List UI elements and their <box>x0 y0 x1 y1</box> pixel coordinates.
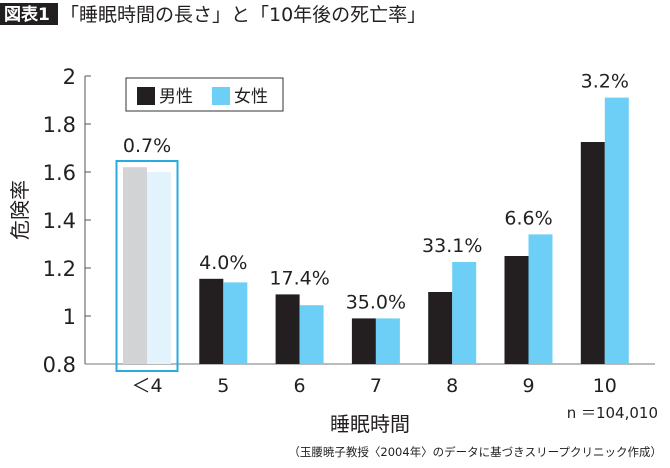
bar-female <box>528 234 553 364</box>
data-label: 17.4% <box>269 267 329 289</box>
x-tick-label: ＜4 <box>131 375 162 397</box>
y-tick-label: 1.8 <box>43 113 76 137</box>
data-label: 33.1% <box>422 235 482 257</box>
bar-male <box>351 318 376 364</box>
bar-female <box>223 282 248 364</box>
data-label: 4.0% <box>199 252 247 274</box>
chart-title: 「睡眠時間の長さ」と「10年後の死亡率」 <box>60 4 426 26</box>
bar-female <box>375 318 400 364</box>
y-tick-label: 1.4 <box>43 209 76 233</box>
x-tick-label: 7 <box>370 375 382 397</box>
legend-label-female: 女性 <box>234 87 268 107</box>
data-label: 6.6% <box>504 207 552 229</box>
y-axis-label: 危険率 <box>8 180 32 240</box>
x-axis-label: 睡眠時間 <box>330 412 410 436</box>
legend-label-male: 男性 <box>159 87 193 107</box>
bar-female <box>452 262 477 364</box>
data-label: 0.7% <box>123 135 171 157</box>
legend-swatch-female <box>212 87 230 105</box>
figure-badge: 図表1 <box>4 4 50 25</box>
source-note: （玉腰暁子教授〈2004年〉のデータに基づきスリープクリニック作成） <box>288 445 662 459</box>
bar-female <box>604 97 629 364</box>
y-tick-label: 1 <box>63 305 76 329</box>
bar-male <box>275 294 300 364</box>
sample-size: n ＝104,010 <box>567 404 658 422</box>
figure-badge-bg <box>0 3 58 25</box>
data-label: 35.0% <box>346 291 406 313</box>
y-tick-label: 1.6 <box>43 161 76 185</box>
bar-male <box>123 167 147 364</box>
bar-male <box>428 292 453 364</box>
bar-female <box>147 172 171 364</box>
data-label: 3.2% <box>581 71 629 93</box>
y-tick-label: 0.8 <box>43 353 76 377</box>
x-tick-label: 8 <box>446 375 458 397</box>
x-tick-label: 10 <box>593 375 617 397</box>
y-tick-label: 2 <box>63 65 76 89</box>
y-tick-label: 1.2 <box>43 257 76 281</box>
bar-female <box>299 305 324 364</box>
legend-swatch-male <box>137 87 155 105</box>
bar-male <box>580 142 605 364</box>
legend: 男性 女性 <box>125 77 284 112</box>
x-tick-label: 6 <box>294 375 306 397</box>
highlight-box <box>115 160 179 372</box>
x-tick-label: 9 <box>522 375 534 397</box>
bar-male <box>504 256 529 364</box>
x-tick-label: 5 <box>217 375 229 397</box>
bar-male <box>199 278 224 364</box>
